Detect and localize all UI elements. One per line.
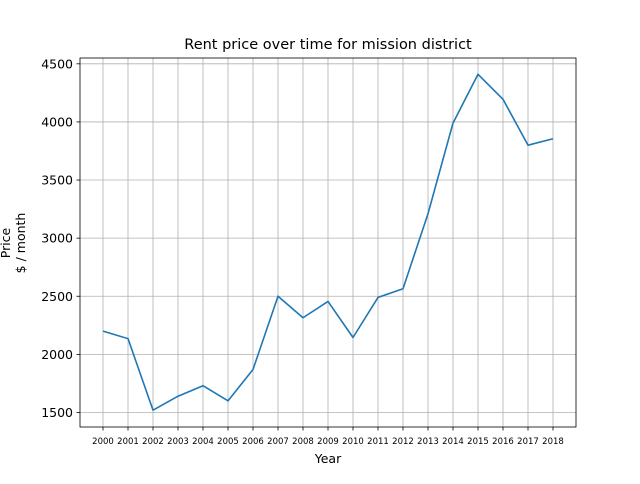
x-tick-label: 2008	[292, 437, 314, 447]
chart-title: Rent price over time for mission distric…	[184, 37, 472, 53]
y-tick-label: 2000	[41, 347, 73, 362]
x-tick-label: 2003	[167, 437, 189, 447]
x-tick-label: 2001	[117, 437, 139, 447]
x-tick-label: 2004	[192, 437, 214, 447]
x-tick-label: 2012	[392, 437, 414, 447]
y-tick-label: 4000	[41, 114, 73, 129]
x-tick-label: 2000	[92, 437, 114, 447]
x-tick-label: 2013	[417, 437, 439, 447]
y-tick-label: 3500	[41, 173, 73, 188]
x-tick-label: 2015	[467, 437, 489, 447]
x-tick-label: 2014	[442, 437, 464, 447]
y-tick-label: 2500	[41, 289, 73, 304]
x-axis-label: Year	[314, 451, 342, 466]
y-tick-label: 1500	[41, 405, 73, 420]
x-tick-label: 2017	[517, 437, 539, 447]
y-axis-ticks: 1500 2000 2500 3000 3500 4000 4500	[41, 56, 80, 420]
x-tick-label: 2016	[492, 437, 514, 447]
x-tick-label: 2011	[367, 437, 389, 447]
x-tick-label: 2007	[267, 437, 289, 447]
x-tick-label: 2005	[217, 437, 239, 447]
y-tick-label: 3000	[41, 231, 73, 246]
x-tick-label: 2009	[317, 437, 339, 447]
y-tick-label: 4500	[41, 56, 73, 71]
y-axis-label-line-1: Price	[0, 227, 13, 258]
x-tick-label: 2010	[342, 437, 364, 447]
x-tick-label: 2018	[542, 437, 564, 447]
x-tick-label: 2002	[142, 437, 164, 447]
grid	[80, 58, 576, 427]
x-tick-label: 2006	[242, 437, 264, 447]
y-axis-label-line-2: $ / month	[13, 213, 28, 274]
